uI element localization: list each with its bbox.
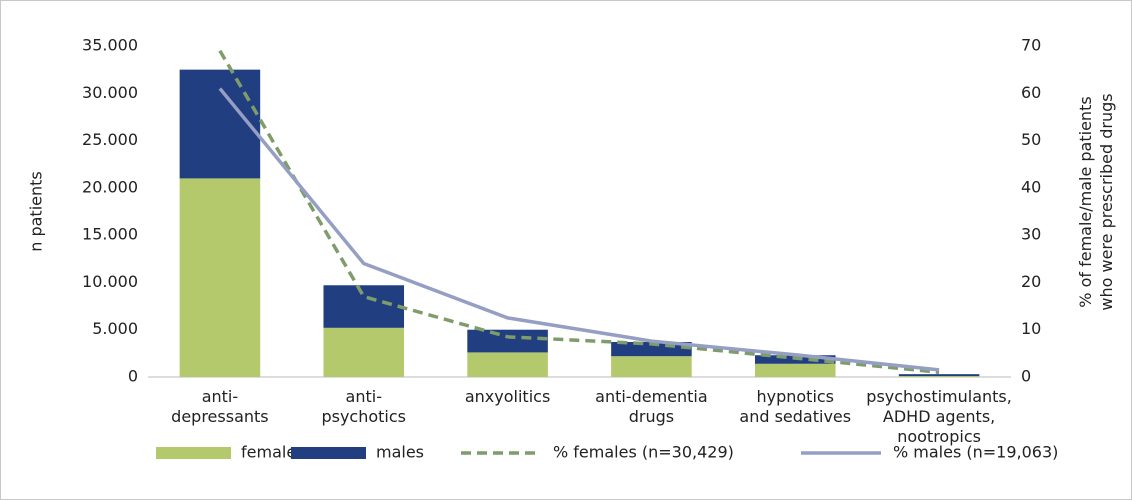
bar (179, 178, 261, 377)
y-tick-label: 25.000 (82, 130, 138, 149)
y-tick-label: 35.000 (82, 36, 138, 55)
y2-tick-label: 0 (1021, 367, 1031, 386)
x-tick-label: anti- depressants (171, 387, 269, 426)
y2-tick-label: 40 (1021, 177, 1041, 196)
legend-label: males (376, 443, 424, 462)
y-tick-label: 10.000 (82, 272, 138, 291)
bar (754, 363, 836, 377)
bar (323, 327, 405, 377)
bar (323, 285, 405, 328)
x-tick-label: anti- psychotics (321, 387, 407, 426)
y2-tick-label: 60 (1021, 83, 1041, 102)
y-tick-label: 0 (128, 367, 138, 386)
y2-tick-label: 10 (1021, 319, 1041, 338)
bar (467, 329, 548, 353)
legend-label: % females (n=30,429) (553, 443, 734, 462)
y2-tick-label: 30 (1021, 225, 1041, 244)
bar (611, 356, 692, 377)
bar (898, 374, 980, 377)
bar (898, 376, 980, 377)
y2-tick-label: 70 (1021, 36, 1041, 55)
legend-label: females (241, 443, 305, 462)
y-tick-label: 30.000 (82, 83, 138, 102)
legend-key (291, 447, 366, 459)
legend-key (156, 447, 231, 459)
y-tick-label: 15.000 (82, 225, 138, 244)
legend-label: % males (n=19,063) (893, 443, 1058, 462)
y2-tick-label: 20 (1021, 272, 1041, 291)
y-tick-label: 5.000 (92, 319, 138, 338)
y2-tick-label: 50 (1021, 130, 1041, 149)
x-tick-label: anti-dementia drugs (595, 387, 708, 426)
y2-axis-title: % of female/male patients who were presc… (1076, 93, 1116, 311)
x-tick-label: hypnotics and sedatives (739, 387, 852, 426)
x-tick-label: psychostimulants, ADHD agents, nootropic… (866, 387, 1012, 446)
bar (467, 352, 548, 377)
y-axis-title: n patients (26, 171, 46, 252)
y-tick-label: 20.000 (82, 177, 138, 196)
bar (179, 69, 261, 179)
line (218, 87, 940, 372)
x-tick-label: anxyolitics (464, 387, 551, 406)
